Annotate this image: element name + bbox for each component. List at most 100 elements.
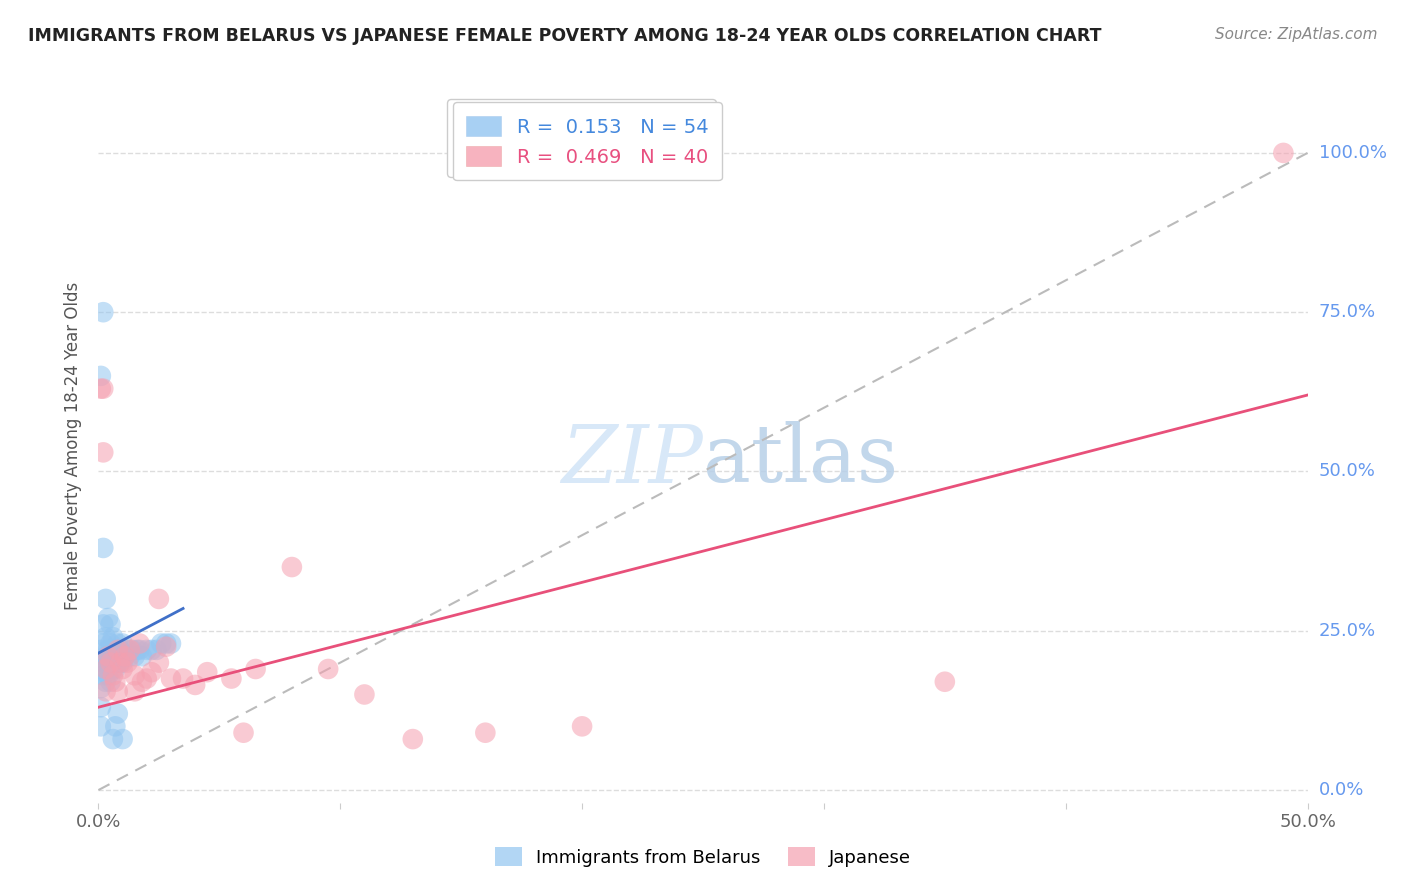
Point [90,700,112,714]
Point [571,719,593,733]
Point [90,643,112,657]
Point [148,591,170,606]
Point [101,649,124,664]
Point [232,725,254,739]
Y-axis label: Female Poverty Among 18-24 Year Olds: Female Poverty Among 18-24 Year Olds [65,282,83,610]
Point [1272,145,1295,160]
Point [97,643,120,657]
Point [101,630,124,644]
Point [90,382,112,396]
Point [104,662,127,676]
Text: atlas: atlas [703,421,898,500]
Point [90,719,112,733]
Text: 100.0%: 100.0% [1319,144,1386,162]
Text: 50.0%: 50.0% [1319,462,1375,481]
Point [91,541,114,555]
Point [111,656,134,670]
Point [127,643,149,657]
Point [90,662,112,676]
Text: 25.0%: 25.0% [1319,622,1376,640]
Point [107,643,129,657]
Legend: R =  0.153   N = 54, R =  0.469   N = 40: R = 0.153 N = 54, R = 0.469 N = 40 [453,103,723,180]
Point [91,668,114,682]
Point [101,732,124,747]
Point [108,656,131,670]
Point [195,665,218,680]
Point [108,643,131,657]
Point [104,719,127,733]
Point [101,662,124,676]
Point [100,656,122,670]
Point [316,662,339,676]
Legend: Immigrants from Belarus, Japanese: Immigrants from Belarus, Japanese [488,840,918,874]
Point [124,668,146,682]
Point [111,662,134,676]
Point [107,656,129,670]
Point [100,636,122,650]
Point [97,611,120,625]
Point [108,656,131,670]
Point [104,643,127,657]
Point [245,662,267,676]
Point [184,678,207,692]
Point [101,668,124,682]
Point [118,649,141,664]
Point [221,672,243,686]
Text: 75.0%: 75.0% [1319,303,1376,321]
Point [114,649,136,664]
Point [117,656,139,670]
Point [141,665,163,680]
Text: 0.0%: 0.0% [1319,781,1364,799]
Point [104,674,127,689]
Point [91,636,114,650]
Point [100,617,122,632]
Point [124,649,146,664]
Point [155,640,177,654]
Point [934,674,956,689]
Point [107,684,129,698]
Point [117,643,139,657]
Point [131,649,153,664]
Point [128,636,150,650]
Point [94,662,117,676]
Point [402,732,425,747]
Point [128,643,150,657]
Point [97,656,120,670]
Point [172,672,194,686]
Point [124,684,146,698]
Point [91,305,114,319]
Point [118,643,141,657]
Point [94,662,117,676]
Point [94,684,117,698]
Point [131,674,153,689]
Point [148,656,170,670]
Point [91,445,114,459]
Point [135,643,157,657]
Text: ZIP: ZIP [561,422,703,499]
Point [135,672,157,686]
Point [114,649,136,664]
Point [155,636,177,650]
Point [111,732,134,747]
Point [91,656,114,670]
Point [141,643,163,657]
Point [90,368,112,383]
Point [281,560,304,574]
Point [94,649,117,664]
Point [474,725,496,739]
Point [111,636,134,650]
Point [121,643,143,657]
Text: Source: ZipAtlas.com: Source: ZipAtlas.com [1215,27,1378,42]
Point [100,674,122,689]
Point [91,617,114,632]
Point [353,688,375,702]
Point [94,630,117,644]
Text: IMMIGRANTS FROM BELARUS VS JAPANESE FEMALE POVERTY AMONG 18-24 YEAR OLDS CORRELA: IMMIGRANTS FROM BELARUS VS JAPANESE FEMA… [28,27,1102,45]
Point [91,382,114,396]
Point [100,656,122,670]
Point [107,636,129,650]
Point [90,681,112,695]
Point [97,668,120,682]
Point [160,672,183,686]
Point [97,649,120,664]
